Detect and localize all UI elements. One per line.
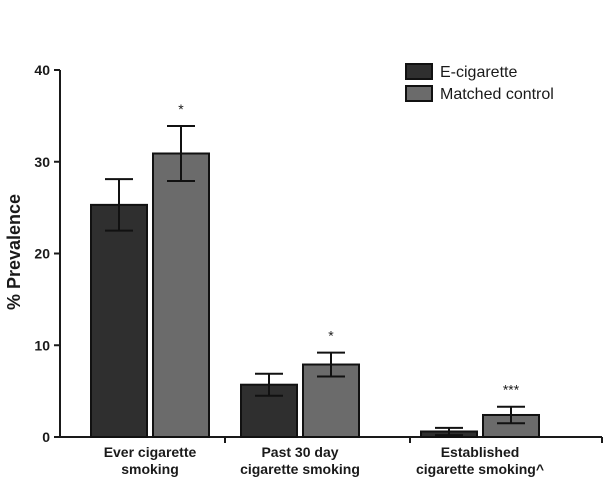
significance-marker: *** — [503, 382, 520, 398]
bars: ***** — [90, 101, 540, 439]
legend-swatch — [405, 63, 433, 80]
y-tick-label: 20 — [34, 246, 50, 262]
legend-label: E-cigarette — [440, 64, 517, 81]
y-axis-label: % Prevalence — [4, 194, 24, 310]
y-tick-label: 30 — [34, 154, 50, 170]
bar — [90, 203, 148, 438]
axes: 0 10 20 30 40 Ever cigarette smoking Past 30 da… — [34, 62, 603, 477]
legend-swatch — [405, 85, 433, 102]
y-tick-label: 40 — [34, 62, 50, 78]
significance-marker: * — [328, 328, 334, 344]
bar — [152, 152, 210, 438]
legend: E-cigarette Matched control — [405, 63, 554, 103]
significance-marker: * — [178, 101, 184, 117]
x-tick-label: Past 30 day cigarette smoking — [240, 444, 360, 477]
x-tick-label: Established cigarette smoking^ — [416, 444, 544, 477]
x-tick-label: Ever cigarette smoking — [104, 444, 197, 477]
legend-label: Matched control — [440, 86, 554, 103]
y-tick-label: 10 — [34, 337, 50, 353]
y-tick-label: 0 — [42, 429, 50, 445]
bar — [240, 383, 298, 439]
bar — [302, 363, 360, 438]
